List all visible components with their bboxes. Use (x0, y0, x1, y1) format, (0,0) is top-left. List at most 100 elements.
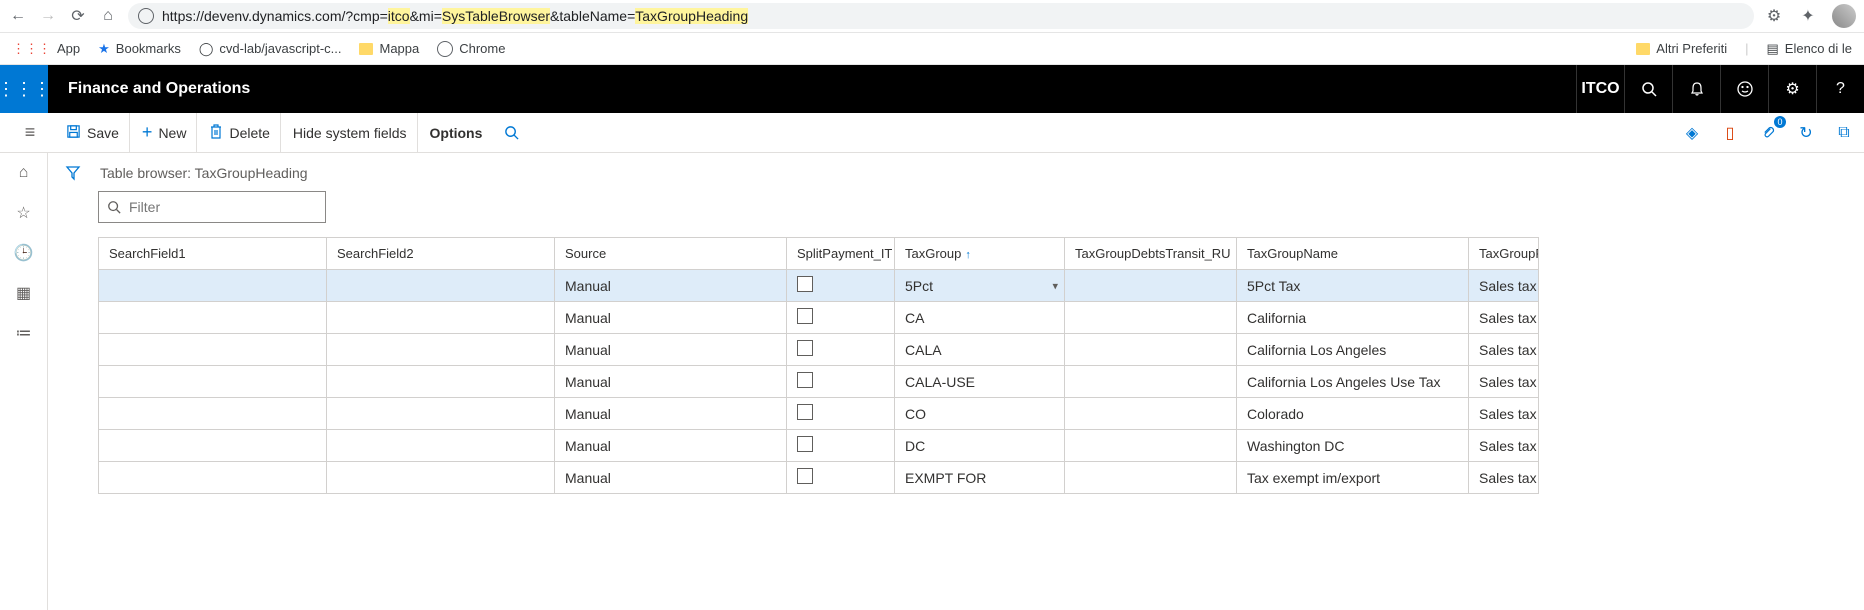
cell-taxgroupf[interactable]: Sales tax (1469, 398, 1539, 430)
col-source[interactable]: Source (555, 238, 787, 270)
home-button[interactable]: ⌂ (98, 6, 118, 26)
diamond-icon[interactable]: ◈ (1678, 119, 1706, 147)
save-button[interactable]: Save (56, 113, 130, 153)
table-row[interactable]: ManualEXMPT FORTax exempt im/exportSales… (99, 462, 1539, 494)
table-row[interactable]: Manual CO ColoradoSales tax (99, 398, 1539, 430)
cell-searchfield1[interactable] (99, 302, 327, 334)
profile-avatar[interactable] (1832, 4, 1856, 28)
cell-taxgroup[interactable]: EXMPT FOR (895, 462, 1065, 494)
cell-source[interactable]: Manual (555, 462, 787, 494)
cell-splitpayment[interactable] (787, 366, 895, 398)
col-taxgroupf[interactable]: TaxGroupF (1469, 238, 1539, 270)
col-searchfield2[interactable]: SearchField2 (327, 238, 555, 270)
cell-taxgroupname[interactable]: 5Pct Tax (1237, 270, 1469, 302)
cell-taxgroupname[interactable]: California Los Angeles (1237, 334, 1469, 366)
reload-button[interactable]: ⟳ (68, 6, 88, 26)
cell-searchfield1[interactable] (99, 334, 327, 366)
cell-taxgroupname[interactable]: Tax exempt im/export (1237, 462, 1469, 494)
checkbox[interactable] (797, 308, 813, 324)
search-icon[interactable] (1624, 65, 1672, 113)
feedback-icon[interactable] (1720, 65, 1768, 113)
bookmark-chrome[interactable]: Chrome (437, 41, 505, 57)
col-taxgroup[interactable]: TaxGroup↑ (895, 238, 1065, 270)
cell-taxgroup[interactable]: 5Pct▾ (895, 270, 1065, 302)
cell-taxgroupdebts[interactable] (1065, 398, 1237, 430)
cell-searchfield1[interactable] (99, 430, 327, 462)
attachments-icon[interactable] (1754, 119, 1782, 147)
modules-icon[interactable]: ≔ (14, 323, 34, 343)
back-button[interactable]: ← (8, 6, 28, 26)
cell-taxgroupdebts[interactable] (1065, 430, 1237, 462)
address-bar[interactable]: https://devenv.dynamics.com/?cmp=itco&mi… (128, 3, 1754, 29)
checkbox[interactable] (797, 404, 813, 420)
table-row[interactable]: ManualCALA-USECalifornia Los Angeles Use… (99, 366, 1539, 398)
reading-list[interactable]: ▤Elenco di le (1766, 41, 1852, 57)
funnel-icon[interactable] (63, 163, 83, 183)
cell-searchfield2[interactable] (327, 366, 555, 398)
popout-icon[interactable]: ⧉ (1830, 119, 1858, 147)
cell-source[interactable]: Manual (555, 270, 787, 302)
cell-taxgroup[interactable]: CO (895, 398, 1065, 430)
cell-taxgroupdebts[interactable] (1065, 462, 1237, 494)
cell-taxgroup[interactable]: DC (895, 430, 1065, 462)
cell-taxgroupf[interactable]: Sales tax (1469, 270, 1539, 302)
cell-taxgroup[interactable]: CALA-USE (895, 366, 1065, 398)
bookmark-bookmarks[interactable]: ★Bookmarks (98, 41, 181, 57)
delete-button[interactable]: Delete (199, 113, 280, 153)
checkbox[interactable] (797, 436, 813, 452)
chevron-down-icon[interactable]: ▾ (1052, 279, 1058, 292)
office-icon[interactable]: ▯ (1716, 119, 1744, 147)
col-splitpayment[interactable]: SplitPayment_IT (787, 238, 895, 270)
filter-input[interactable] (129, 199, 317, 215)
cell-taxgroupdebts[interactable] (1065, 302, 1237, 334)
bookmark-mappa[interactable]: Mappa (359, 41, 419, 56)
recent-icon[interactable]: 🕒 (14, 243, 34, 263)
cell-searchfield2[interactable] (327, 270, 555, 302)
cell-splitpayment[interactable] (787, 302, 895, 334)
cell-source[interactable]: Manual (555, 398, 787, 430)
workspaces-icon[interactable]: ▦ (14, 283, 34, 303)
nav-hamburger[interactable]: ≡ (6, 113, 54, 153)
table-row[interactable]: Manual 5Pct▾ 5Pct TaxSales tax (99, 270, 1539, 302)
hide-system-fields-button[interactable]: Hide system fields (283, 113, 418, 153)
cell-searchfield1[interactable] (99, 270, 327, 302)
cell-taxgroupf[interactable]: Sales tax (1469, 366, 1539, 398)
new-button[interactable]: + New (132, 113, 198, 153)
cell-taxgroupf[interactable]: Sales tax (1469, 430, 1539, 462)
checkbox[interactable] (797, 468, 813, 484)
bookmark-altri[interactable]: Altri Preferiti (1636, 41, 1727, 56)
checkbox[interactable] (797, 372, 813, 388)
options-button[interactable]: Options (420, 113, 493, 153)
extensions-icon[interactable]: ✦ (1798, 6, 1818, 26)
checkbox[interactable] (797, 340, 813, 356)
cell-splitpayment[interactable] (787, 334, 895, 366)
filter-input-wrap[interactable] (98, 191, 326, 223)
help-icon[interactable]: ? (1816, 65, 1864, 113)
cell-taxgroupdebts[interactable] (1065, 366, 1237, 398)
toolbar-search[interactable] (494, 113, 529, 153)
cell-taxgroupdebts[interactable] (1065, 334, 1237, 366)
cell-taxgroupname[interactable]: Colorado (1237, 398, 1469, 430)
cell-splitpayment[interactable] (787, 398, 895, 430)
settings-icon[interactable]: ⚙ (1768, 65, 1816, 113)
cell-taxgroupname[interactable]: Washington DC (1237, 430, 1469, 462)
company-code[interactable]: ITCO (1576, 65, 1624, 113)
cell-source[interactable]: Manual (555, 334, 787, 366)
cell-taxgroupname[interactable]: California Los Angeles Use Tax (1237, 366, 1469, 398)
bookmark-cvd[interactable]: ◯cvd-lab/javascript-c... (199, 41, 342, 57)
cell-taxgroup[interactable]: CALA (895, 334, 1065, 366)
cell-searchfield2[interactable] (327, 462, 555, 494)
cell-searchfield2[interactable] (327, 334, 555, 366)
favorites-icon[interactable]: ☆ (14, 203, 34, 223)
checkbox[interactable] (797, 276, 813, 292)
home-icon[interactable]: ⌂ (14, 163, 34, 183)
app-launcher[interactable]: ⋮⋮⋮ (0, 65, 48, 113)
table-row[interactable]: ManualCACaliforniaSales tax (99, 302, 1539, 334)
forward-button[interactable]: → (38, 6, 58, 26)
col-taxgroupdebts[interactable]: TaxGroupDebtsTransit_RU (1065, 238, 1237, 270)
cell-taxgroupf[interactable]: Sales tax (1469, 302, 1539, 334)
cell-searchfield2[interactable] (327, 398, 555, 430)
cell-searchfield2[interactable] (327, 430, 555, 462)
cell-taxgroupdebts[interactable] (1065, 270, 1237, 302)
cell-source[interactable]: Manual (555, 302, 787, 334)
